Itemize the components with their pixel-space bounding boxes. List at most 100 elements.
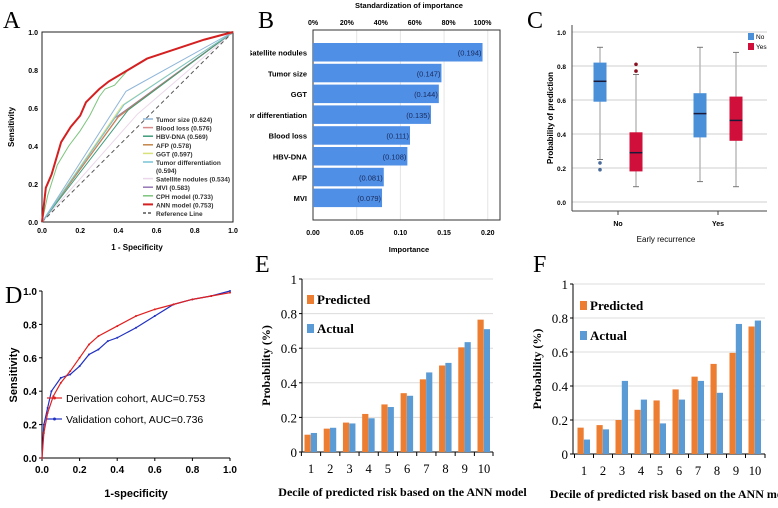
actual-bar bbox=[678, 399, 685, 454]
legend-label: Tumor differentiation bbox=[156, 160, 221, 167]
roc-point bbox=[42, 423, 45, 426]
actual-bar bbox=[754, 320, 761, 454]
roc-point bbox=[153, 315, 156, 318]
legend-marker bbox=[53, 396, 56, 400]
y-tick-label: 0.2 bbox=[23, 421, 37, 432]
category-label: HBV-DNA bbox=[273, 153, 308, 162]
y-tick-label: 0.0 bbox=[23, 454, 37, 465]
actual-bar bbox=[387, 407, 394, 452]
category-label: Satellite nodules bbox=[247, 49, 307, 58]
legend-label: Predicted bbox=[317, 292, 371, 307]
legend-label: Predicted bbox=[590, 298, 644, 313]
top-tick-label: 100% bbox=[474, 20, 493, 27]
legend-label: Validation cohort, AUC=0.736 bbox=[66, 414, 203, 426]
roc-point bbox=[42, 431, 45, 434]
y-tick-label: 0.0 bbox=[28, 220, 38, 227]
predicted-bar bbox=[596, 425, 603, 454]
bar-value-label: (0.144) bbox=[414, 90, 438, 99]
x-tick-label: 9 bbox=[462, 462, 468, 476]
box bbox=[729, 96, 743, 141]
y-tick-label: 0.8 bbox=[281, 307, 297, 322]
box bbox=[593, 62, 607, 102]
roc-curve-6 bbox=[41, 31, 234, 223]
legend-label: Reference Line bbox=[156, 211, 203, 218]
outlier-point bbox=[598, 167, 602, 172]
plot-frame bbox=[312, 29, 501, 221]
bar-value-label: (0.147) bbox=[417, 69, 441, 78]
legend-label: Blood loss (0.576) bbox=[156, 126, 212, 133]
actual-bar bbox=[310, 432, 317, 452]
y-tick-label: 0.8 bbox=[28, 68, 38, 75]
legend-label: Actual bbox=[317, 321, 354, 336]
predicted-bar bbox=[419, 379, 427, 452]
x-axis-label: Early recurrence bbox=[637, 235, 696, 244]
importance-bar bbox=[313, 126, 410, 145]
y-tick-label: 0.2 bbox=[28, 182, 38, 189]
legend-marker bbox=[53, 417, 56, 421]
legend-label: ANN model (0.753) bbox=[156, 202, 213, 209]
panel-letter-d: D bbox=[5, 283, 22, 309]
predicted-bar bbox=[577, 427, 584, 454]
x-tick-label: 5 bbox=[657, 464, 663, 478]
legend-label: GGT (0.597) bbox=[156, 151, 192, 158]
x-tick-label: 7 bbox=[423, 462, 429, 476]
legend-label: Yes bbox=[756, 44, 767, 51]
box bbox=[629, 132, 643, 172]
roc-point bbox=[116, 336, 119, 339]
y-tick-label: 0.4 bbox=[23, 387, 37, 398]
y-tick-label: 0.8 bbox=[23, 320, 37, 331]
actual-bar bbox=[697, 380, 704, 454]
x-tick-label: 0.10 bbox=[394, 230, 408, 237]
legend-label: Tumor size (0.624) bbox=[156, 117, 212, 124]
actual-bar bbox=[368, 418, 375, 452]
panel-letter-f: F bbox=[533, 252, 546, 278]
y-tick-label: 1 bbox=[562, 277, 569, 292]
category-label: AFP bbox=[292, 173, 307, 182]
roc-curve-5 bbox=[41, 31, 234, 223]
legend-swatch bbox=[580, 331, 587, 340]
top-tick-label: 0% bbox=[308, 20, 319, 27]
x-axis-label: Importance bbox=[389, 245, 429, 254]
y-tick-label: 1 bbox=[291, 272, 298, 287]
actual-bar bbox=[735, 323, 742, 454]
y-tick-label: 0.4 bbox=[557, 132, 566, 139]
legend-label: AFP (0.578) bbox=[156, 143, 191, 150]
x-tick-label: 5 bbox=[385, 462, 391, 476]
y-tick-label: 0.2 bbox=[552, 413, 568, 428]
roc-point bbox=[78, 356, 81, 359]
roc-curve-2 bbox=[41, 31, 234, 223]
x-tick-label: 0.4 bbox=[110, 465, 124, 476]
importance-bar bbox=[313, 147, 408, 166]
x-tick-label: 10 bbox=[749, 464, 762, 478]
category-label: GGT bbox=[291, 90, 308, 99]
legend-swatch bbox=[748, 33, 754, 40]
actual-bar bbox=[621, 380, 628, 454]
outlier-point bbox=[598, 161, 602, 165]
x-tick-label: 4 bbox=[366, 462, 373, 476]
top-tick-label: 20% bbox=[340, 20, 355, 27]
top-tick-label: 40% bbox=[374, 20, 389, 27]
y-tick-label: 0.6 bbox=[28, 106, 38, 113]
y-tick-label: 0.4 bbox=[552, 379, 569, 394]
y-tick-label: 0.8 bbox=[552, 311, 568, 326]
x-tick-label: No bbox=[613, 221, 622, 228]
roc-point bbox=[46, 406, 49, 409]
predicted-bar bbox=[323, 428, 330, 452]
x-tick-label: 0.20 bbox=[481, 230, 495, 237]
actual-bar bbox=[483, 329, 490, 452]
category-label: Tumor differentiation bbox=[232, 111, 307, 120]
predicted-bar bbox=[748, 326, 755, 454]
y-tick-label: 0.6 bbox=[557, 98, 566, 105]
x-tick-label: 4 bbox=[638, 464, 645, 478]
x-tick-label: 0.0 bbox=[37, 228, 47, 235]
roc-point bbox=[135, 315, 137, 318]
x-tick-label: 0.15 bbox=[437, 230, 451, 237]
y-tick-label: 1.0 bbox=[28, 30, 38, 37]
y-tick-label: 1.0 bbox=[23, 287, 37, 298]
panel-letter-a: A bbox=[3, 8, 21, 34]
y-tick-label: 0.8 bbox=[557, 64, 566, 71]
roc-point bbox=[229, 291, 231, 294]
bar-value-label: (0.194) bbox=[458, 49, 482, 58]
